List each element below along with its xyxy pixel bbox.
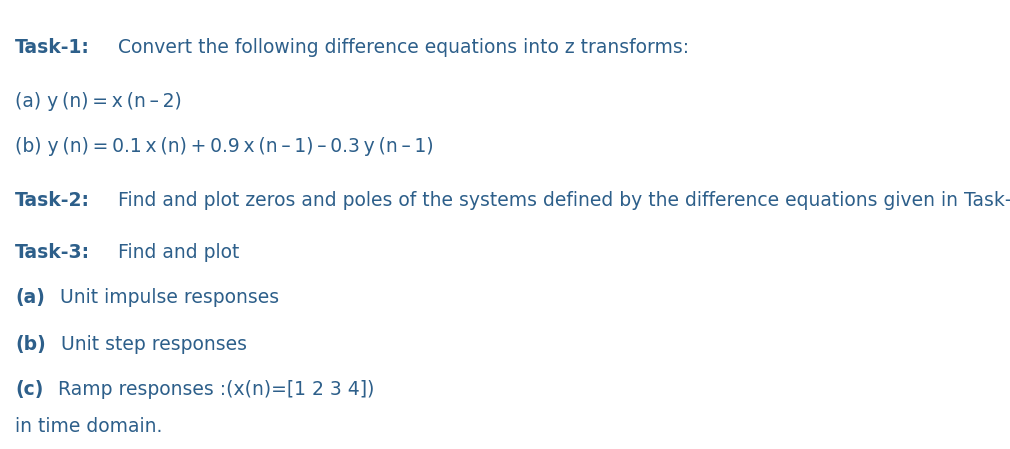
Text: Find and plot: Find and plot [112,243,239,262]
Text: Task-3:: Task-3: [15,243,90,262]
Text: Unit impulse responses: Unit impulse responses [54,288,279,307]
Text: Convert the following difference equations into z transforms:: Convert the following difference equatio… [112,38,689,57]
Text: Task-2:: Task-2: [15,191,90,210]
Text: (a) y (n) = x (n – 2): (a) y (n) = x (n – 2) [15,92,182,111]
Text: (b) y (n) = 0.1 x (n) + 0.9 x (n – 1) – 0.3 y (n – 1): (b) y (n) = 0.1 x (n) + 0.9 x (n – 1) – … [15,137,433,156]
Text: in time domain.: in time domain. [15,417,163,436]
Text: Unit step responses: Unit step responses [55,335,246,353]
Text: (b): (b) [15,335,45,353]
Text: Find and plot zeros and poles of the systems defined by the difference equations: Find and plot zeros and poles of the sys… [112,191,1010,210]
Text: Ramp responses :(x(n)=[1 2 3 4]): Ramp responses :(x(n)=[1 2 3 4]) [52,380,374,399]
Text: (c): (c) [15,380,43,399]
Text: (a): (a) [15,288,45,307]
Text: Task-1:: Task-1: [15,38,90,57]
